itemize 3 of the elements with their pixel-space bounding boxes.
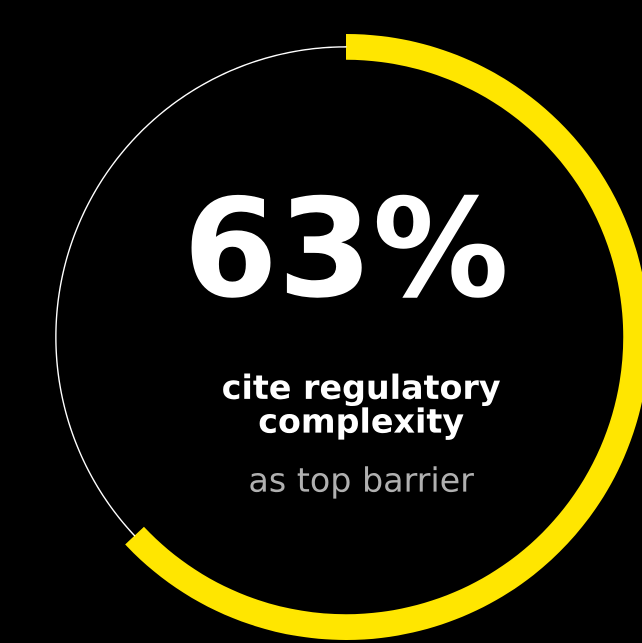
- text: cite regulatory complexity: [223, 374, 500, 440]
- text: as top barrier: [250, 466, 474, 499]
- data-label: 63%: [192, 194, 505, 298]
